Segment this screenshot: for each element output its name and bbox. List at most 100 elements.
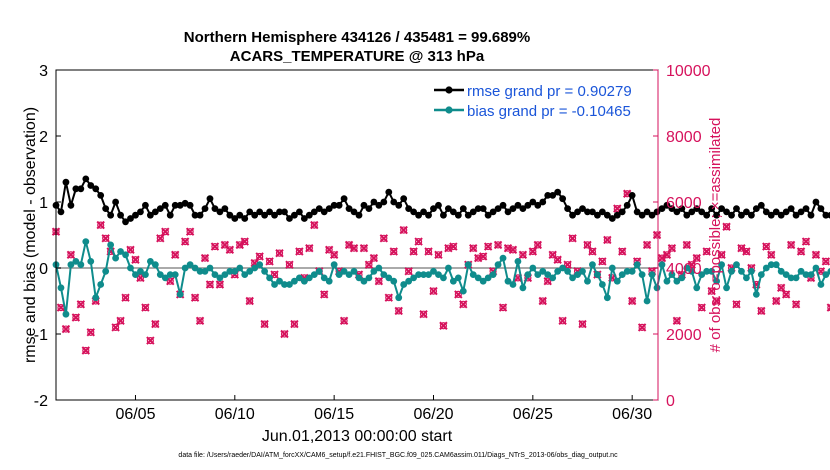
bias-point xyxy=(603,294,611,302)
obs-assimilated-point xyxy=(578,319,587,329)
bias-point xyxy=(112,254,120,262)
rmse-point xyxy=(752,205,760,213)
rmse-point xyxy=(509,205,517,213)
obs-assimilated-point xyxy=(280,329,289,339)
bias-point xyxy=(236,264,244,272)
rmse-point xyxy=(161,201,169,209)
rmse-point xyxy=(797,208,805,216)
obs-assimilated-point xyxy=(200,253,210,263)
rmse-point xyxy=(440,211,447,219)
rmse-point xyxy=(519,205,527,213)
obs-assimilated-point xyxy=(260,319,269,329)
bias-point xyxy=(519,284,527,292)
obs-possible-point xyxy=(439,322,448,330)
bias-point xyxy=(171,271,179,278)
obs-assimilated-point xyxy=(126,245,135,255)
bias-point xyxy=(822,271,830,278)
rmse-point xyxy=(544,192,552,199)
rmse-point xyxy=(579,205,586,213)
obs-assimilated-point xyxy=(424,247,433,256)
obs-assimilated-point xyxy=(508,245,518,255)
obs-possible-point xyxy=(643,241,651,249)
obs-possible-point xyxy=(365,261,373,269)
bias-point xyxy=(817,281,825,288)
obs-assimilated-point xyxy=(111,323,120,332)
rmse-point xyxy=(534,201,542,209)
bias-point xyxy=(444,264,452,272)
rmse-point xyxy=(132,211,139,219)
rmse-point xyxy=(325,205,333,213)
obs-assimilated-point xyxy=(697,303,706,312)
rmse-point xyxy=(226,211,234,219)
obs-assimilated-point xyxy=(667,243,677,253)
rmse-point xyxy=(564,205,572,213)
bias-point xyxy=(713,277,721,285)
bias-point xyxy=(226,267,234,275)
obs-possible-point xyxy=(211,242,219,251)
obs-assimilated-point xyxy=(662,250,672,260)
obs-possible-point xyxy=(62,325,70,333)
rmse-point xyxy=(251,211,259,219)
rmse-point xyxy=(444,205,452,213)
obs-assimilated-point xyxy=(811,250,821,260)
obs-assimilated-point xyxy=(389,247,398,256)
y-tick-label: -2 xyxy=(34,393,48,410)
obs-assimilated-point xyxy=(379,234,389,243)
bias-point xyxy=(827,268,830,275)
obs-assimilated-point xyxy=(717,250,726,260)
rmse-point xyxy=(807,211,815,219)
rmse-point xyxy=(82,175,90,183)
rmse-point xyxy=(355,211,363,219)
obs-assimilated-point xyxy=(180,237,190,246)
obs-possible-point xyxy=(166,277,174,285)
obs-assimilated-point xyxy=(786,240,796,250)
bias-point xyxy=(767,261,775,269)
obs-assimilated-point xyxy=(121,293,130,302)
obs-possible-point xyxy=(693,254,701,262)
legend: rmse grand pr = 0.90279 bias grand pr = … xyxy=(430,78,654,120)
obs-possible-point xyxy=(280,330,289,338)
bias-point xyxy=(256,261,264,269)
rmse-point xyxy=(330,201,338,209)
obs-possible-point xyxy=(598,257,606,265)
rmse-point xyxy=(683,211,691,219)
obs-possible-point xyxy=(603,236,611,244)
obs-assimilated-point xyxy=(339,316,349,326)
bias-point xyxy=(623,267,631,275)
obs-assimilated-point xyxy=(101,234,110,243)
obs-possible-point xyxy=(196,317,204,325)
obs-possible-point xyxy=(295,247,303,256)
rmse-point xyxy=(400,195,408,203)
obs-possible-point xyxy=(275,249,284,257)
rmse-point xyxy=(489,208,497,216)
bias-point xyxy=(524,271,532,278)
obs-assimilated-point xyxy=(240,237,249,246)
obs-assimilated-point xyxy=(598,257,607,266)
bias-point xyxy=(628,267,636,275)
obs-assimilated-point xyxy=(255,252,264,261)
rmse-point xyxy=(206,195,214,203)
obs-possible-point xyxy=(87,328,95,336)
bias-point xyxy=(673,277,681,285)
obs-possible-point xyxy=(653,231,661,239)
bias-point xyxy=(320,274,328,282)
bias-point xyxy=(181,264,189,272)
obs-possible-point xyxy=(434,251,443,259)
rmse-point xyxy=(643,208,651,216)
bias-point xyxy=(211,271,219,278)
obs-possible-point xyxy=(668,244,676,252)
bias-point xyxy=(385,274,393,282)
rmse-point xyxy=(335,201,343,209)
rmse-point xyxy=(122,218,129,226)
bias-point xyxy=(435,271,442,278)
bias-point xyxy=(360,277,368,285)
rmse-point xyxy=(102,205,110,213)
obs-possible-point xyxy=(261,320,269,328)
rmse-point xyxy=(435,201,442,209)
rmse-point xyxy=(792,211,800,219)
obs-possible-point xyxy=(459,300,467,308)
obs-assimilated-point xyxy=(190,293,200,302)
obs-assimilated-point xyxy=(781,290,791,299)
data-layer xyxy=(51,175,830,355)
rmse-point xyxy=(499,201,507,209)
